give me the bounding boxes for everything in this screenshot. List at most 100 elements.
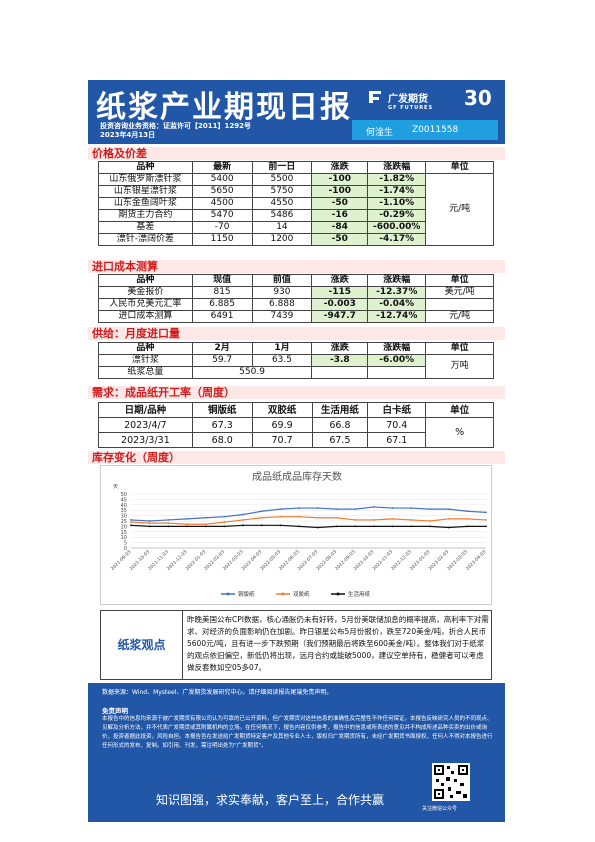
cost-table: 品种 现值 前值 涨跌 涨跌幅 单位 美金报价 815 930 -115 -12.37% 美元/吨 … — [98, 274, 494, 323]
supply-table: 品种 2月 1月 涨跌 涨跌幅 单位 漂针浆 59.7 63.5 -3.8 -6.00% 万吨 纸浆… — [98, 342, 494, 379]
company-logo: 广发期货 GF FUTURES — [369, 90, 433, 111]
series-point — [279, 508, 282, 511]
section-price: 价格及价差 — [88, 147, 505, 160]
series-point — [429, 508, 431, 511]
series-point — [298, 525, 301, 528]
series-line — [130, 506, 487, 522]
series-point — [148, 520, 151, 522]
section-demand: 需求：成品纸开工率（周度） — [88, 386, 505, 399]
y-tick-label: 15 — [121, 530, 127, 536]
viewpoint-box: 纸浆观点 昨晚美国公布CPI数据，核心通胀仍未有好转，5月份美联储加息的概率提高… — [100, 610, 492, 680]
company-slogan: 知识图强，求实奉献，客户至上，合作共赢 — [156, 793, 385, 807]
table-row: 2023/3/31 68.0 70.7 67.5 67.1 — [98, 432, 494, 448]
anniversary-badge: 30 — [464, 86, 492, 110]
qr-caption: 关注微信公众号 — [422, 806, 458, 812]
y-tick-label: 45 — [121, 497, 127, 503]
series-point — [186, 525, 188, 528]
table-row: 山东银星漂针浆 5650 5750 -100 -1.74% — [98, 185, 494, 198]
table-row: 漂针浆 59.7 63.5 -3.8 -6.00% 万吨 — [98, 354, 494, 379]
section-inventory: 库存变化（周度） — [88, 451, 505, 464]
series-point — [130, 521, 132, 523]
series-point — [410, 519, 413, 521]
gf-logo-icon — [369, 91, 381, 103]
series-point — [148, 522, 151, 525]
viewpoint-label: 纸浆观点 — [101, 611, 183, 679]
disclaimer-text: 本报告中的信息均来源于被广发期货有限公司认为可靠的已公开资料，但广发期货对这些信… — [102, 716, 493, 749]
series-point — [372, 506, 375, 508]
series-point — [316, 507, 319, 509]
report-date: 2023年4月13日 — [100, 131, 156, 139]
series-point — [485, 519, 487, 521]
analyst-id: Z0011558 — [412, 125, 459, 135]
inventory-chart: 成品纸成品库存天数天 0 5 10 15 20 25 30 35 40 45 50 2021-09-03… — [100, 465, 492, 605]
table-header-row: 品种 最新 前一日 涨跌 涨跌幅 单位 — [98, 161, 494, 174]
table-row: 2023/4/7 67.3 69.9 66.8 70.4% — [98, 417, 494, 448]
qualification: 投资咨询业务资格：证监许可【2011】1292号 — [100, 122, 251, 130]
disclaimer-title: 免责声明 — [102, 707, 128, 715]
series-line — [130, 524, 486, 529]
price-table: 品种 最新 前一日 涨跌 涨跌幅 单位 山东俄罗斯漂针浆 5400 5500 -100 -1.82… — [98, 161, 494, 246]
y-tick-label: 25 — [121, 519, 127, 525]
y-tick-label: 35 — [121, 508, 127, 514]
series-point — [410, 525, 413, 528]
series-point — [316, 516, 319, 519]
y-tick-label: 30 — [121, 514, 127, 520]
series-point — [447, 526, 450, 529]
series-point — [204, 523, 207, 526]
table-header-row: 日期/品种 铜版纸 双胶纸 生活用纸 白卡纸 单位 — [98, 402, 494, 418]
series-point — [391, 525, 394, 528]
report-header: 纸浆产业期现日报 投资咨询业务资格：证监许可【2011】1292号 2023年4… — [88, 80, 505, 144]
legend-label: 双胶纸 — [293, 590, 310, 598]
series-point — [279, 515, 282, 518]
table-row: 山东俄罗斯漂针浆 5400 5500 -100 -1.82% 元/吨 — [98, 173, 494, 246]
series-point — [466, 510, 469, 513]
series-point — [354, 519, 357, 521]
series-point — [354, 525, 357, 528]
series-point — [335, 525, 338, 528]
legend-marker — [281, 592, 285, 596]
series-point — [167, 519, 170, 521]
table-row: 进口成本测算 6491 7439 -947.7 -12.74% 元/吨 — [98, 310, 494, 323]
series-point — [372, 519, 375, 521]
series-point — [298, 515, 301, 518]
series-point — [316, 526, 319, 529]
y-tick-label: 10 — [121, 535, 127, 541]
viewpoint-text: 昨晚美国公布CPI数据，核心通胀仍未有好转，5月份美联储加息的概率提高，高利率下… — [187, 615, 489, 672]
series-point — [410, 507, 413, 509]
series-point — [223, 521, 226, 523]
series-point — [429, 525, 431, 528]
series-point — [242, 524, 245, 527]
series-point — [260, 516, 263, 519]
series-point — [279, 524, 282, 527]
series-point — [223, 515, 226, 518]
series-point — [223, 525, 226, 528]
series-point — [260, 510, 263, 513]
y-tick-label: 50 — [121, 492, 127, 498]
report-page: 纸浆产业期现日报 投资咨询业务资格：证监许可【2011】1292号 2023年4… — [88, 80, 505, 822]
series-point — [447, 517, 450, 520]
series-point — [447, 508, 450, 511]
series-point — [167, 525, 170, 528]
series-point — [130, 519, 132, 521]
supply-unit: 万吨 — [425, 354, 494, 379]
series-point — [485, 511, 487, 514]
qr-code-icon[interactable] — [432, 763, 470, 801]
chart-title: 成品纸成品库存天数 — [252, 470, 342, 483]
table-header-row: 品种 2月 1月 涨跌 涨跌幅 单位 — [98, 342, 494, 355]
section-cost: 进口成本测算 — [88, 260, 505, 273]
series-point — [130, 524, 132, 527]
series-point — [186, 523, 188, 526]
series-point — [148, 525, 151, 528]
series-point — [242, 513, 245, 516]
table-row: 纸浆总量 550.9 — [98, 366, 494, 379]
series-point — [335, 516, 338, 519]
series-point — [242, 519, 245, 521]
y-tick-label: 0 — [124, 546, 127, 552]
analyst-bar: 何淦生 Z0011558 — [352, 120, 498, 140]
legend-label: 铜版纸 — [238, 590, 255, 598]
series-point — [466, 525, 469, 528]
legend-marker — [336, 592, 340, 596]
report-footer: 数据来源：Wind、Mysteel、广发期货发展研究中心。请仔细阅读报告尾端免责… — [88, 683, 505, 822]
table-header-row: 品种 现值 前值 涨跌 涨跌幅 单位 — [98, 274, 494, 287]
legend-marker — [226, 592, 230, 596]
